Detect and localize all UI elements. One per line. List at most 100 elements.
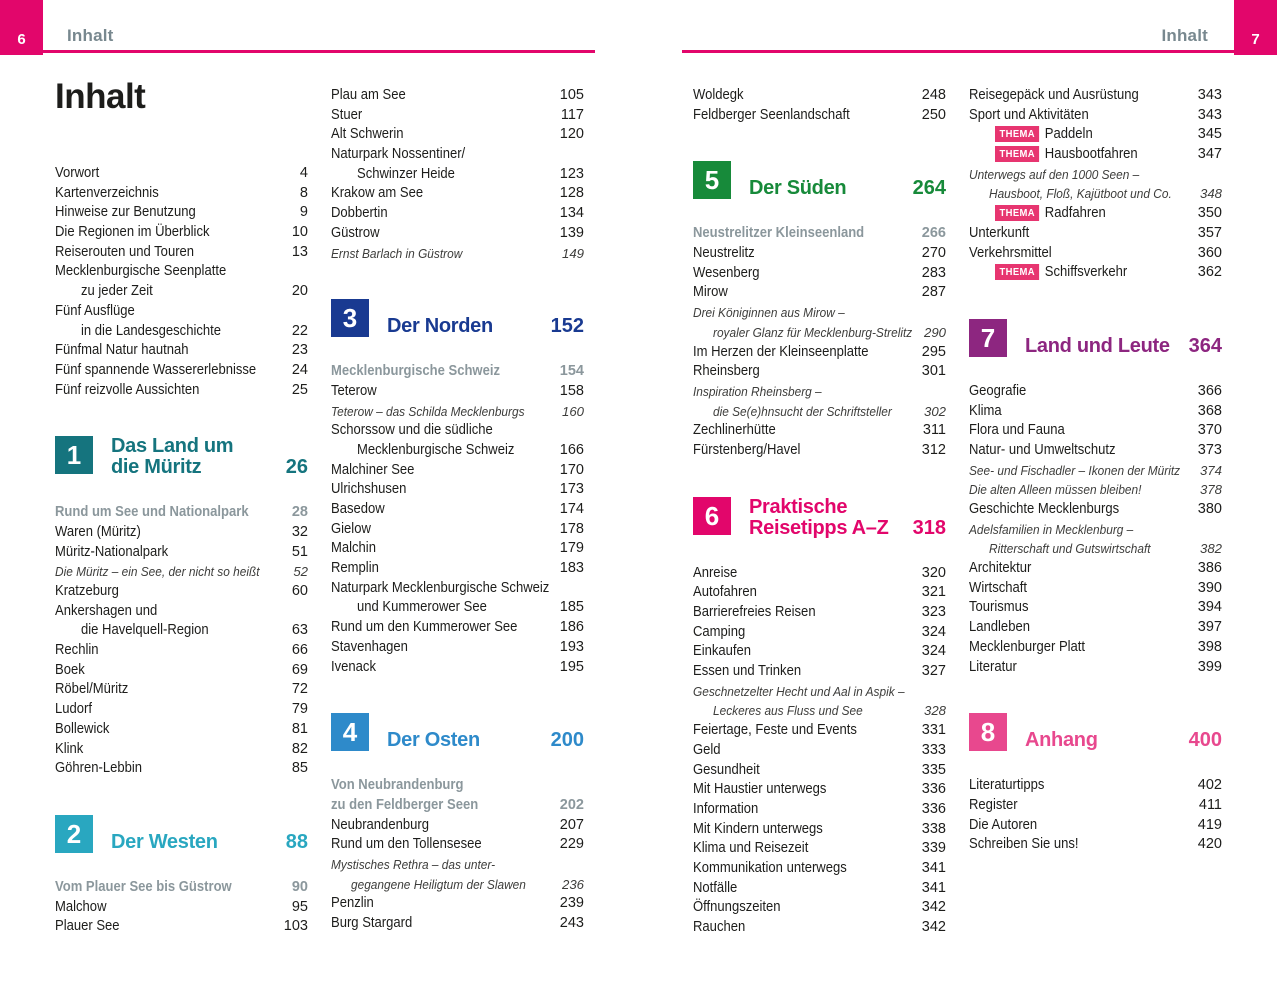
entry-label: Bollewick: [55, 720, 110, 737]
toc-column-4: Reisegepäck und Ausrüstung 343 Sport und A…: [969, 86, 1222, 855]
entry-label: Fünfmal Natur hautnah: [55, 342, 189, 359]
toc-entry: Waren (Müritz) 32: [55, 523, 308, 543]
toc-entry: Mirow 287: [693, 283, 946, 303]
entry-label: Remplin: [331, 560, 379, 577]
entry-label: Im Herzen der Kleinseenplatte: [693, 343, 869, 360]
entry-label: Göhren-Lebbin: [55, 760, 143, 777]
entry-label: Alt Schwerin: [331, 126, 404, 143]
toc-entry: Naturpark Nossentiner/: [331, 145, 584, 165]
entry-label: Teterow – das Schilda Mecklenburgs: [331, 403, 525, 419]
entry-page-number: 283: [921, 264, 946, 281]
entry-page-number: 229: [559, 836, 584, 853]
toc-entry: Mit Kindern unterwegs 338: [693, 820, 946, 840]
section-title: Der Westen: [111, 815, 218, 853]
entry-page-number: 295: [921, 343, 946, 360]
entry-label: Neustrelitz: [693, 245, 755, 262]
entry-label: Stuer: [331, 106, 363, 123]
entry-label: Literaturtipps: [969, 777, 1045, 794]
section-title-line: die Müritz: [111, 456, 202, 479]
entry-label: Rund um den Tollensesee: [331, 836, 482, 853]
entry-page-number: 193: [559, 638, 584, 655]
thema-badge: THEMA: [995, 264, 1040, 281]
toc-column-3: Woldegk 248 Feldberger Seenlandschaft 250 5 D…: [693, 86, 946, 938]
entry-label: Neustrelitzer Kleinseenland: [693, 225, 865, 242]
toc-entry: Rund um den Tollensesee 229: [331, 835, 584, 855]
entry-page-number: 302: [923, 403, 946, 419]
entry-label: Die Regionen im Überblick: [55, 224, 210, 241]
entry-page-number: 195: [559, 658, 584, 675]
entry-label: Inspiration Rheinsberg –: [693, 383, 822, 399]
entry-label: Feiertage, Feste und Events: [693, 722, 857, 739]
entry-page-number: 179: [559, 540, 584, 557]
entry-label: Notfälle: [693, 879, 738, 896]
entry-label: Ulrichshusen: [331, 481, 407, 498]
toc-entry: Ankershagen und: [55, 602, 308, 622]
toc-entry: Kratzeburg 60: [55, 582, 308, 602]
toc-entry: Mit Haustier unterwegs 336: [693, 780, 946, 800]
section-title-line: Das Land um: [111, 435, 234, 458]
entry-page-number: 339: [921, 840, 946, 857]
toc-entry: Barrierefreies Reisen 323: [693, 603, 946, 623]
toc-entry: Notfälle 341: [693, 879, 946, 899]
entry-label: Rund um See und Nationalpark: [55, 504, 249, 521]
section-title-line: Der Westen: [111, 830, 218, 853]
entry-label: Mecklenburgische Schweiz: [331, 363, 500, 380]
page-title: Inhalt: [55, 77, 146, 116]
entry-page-number: 398: [1197, 638, 1222, 655]
entry-label: Fünf reizvolle Aussichten: [55, 381, 200, 398]
entry-label: Dobbertin: [331, 205, 388, 222]
toc-entry: Rheinsberg 301: [693, 362, 946, 382]
toc-entry: Autofahren 321: [693, 583, 946, 603]
entry-page-number: 28: [291, 504, 308, 521]
toc-entry: Geografie 366: [969, 382, 1222, 402]
entry-label: Vom Plauer See bis Güstrow: [55, 878, 232, 895]
entry-page-number: 69: [291, 661, 308, 678]
entry-page-number: 186: [559, 619, 584, 636]
toc-entry: THEMA Paddeln 345: [969, 125, 1222, 145]
entry-label: Klima und Reisezeit: [693, 840, 809, 857]
entry-label: Gesundheit: [693, 761, 760, 778]
entry-page-number: 338: [921, 820, 946, 837]
entry-page-number: 120: [559, 126, 584, 143]
toc-entry: Verkehrsmittel 360: [969, 244, 1222, 264]
entry-label: Mecklenburger Platt: [969, 638, 1086, 655]
entry-label: Malchiner See: [331, 461, 415, 478]
section-page-number: 264: [912, 177, 946, 200]
entry-page-number: 8: [299, 184, 308, 201]
toc-entry: Landleben 397: [969, 618, 1222, 638]
entry-page-number: 419: [1197, 816, 1222, 833]
entry-label: Wirtschaft: [969, 579, 1028, 596]
entry-label: Woldegk: [693, 87, 744, 103]
entry-page-number: 248: [921, 87, 946, 103]
toc-entry: Mecklenburgische Schweiz 166: [331, 441, 584, 461]
toc-entry: Malchow 95: [55, 898, 308, 918]
page-number-box-left: 6: [0, 0, 43, 55]
section-page-number: 200: [550, 729, 584, 752]
entry-page-number: 331: [921, 722, 946, 739]
entry-group: Rund um See und Nationalpark 28 Waren (Mür…: [55, 503, 308, 779]
entry-page-number: 103: [283, 918, 308, 935]
toc-entry: Sport und Aktivitäten 343: [969, 106, 1222, 126]
entry-page-number: 368: [1197, 402, 1222, 419]
entry-label: Sport und Aktivitäten: [969, 106, 1089, 123]
thema-badge: THEMA: [995, 205, 1040, 222]
entry-page-number: 411: [1198, 796, 1222, 813]
toc-entry: Kartenverzeichnis 8: [55, 184, 308, 204]
entry-group: Literaturtipps 402 Register 411 Die Autoren 4…: [969, 776, 1222, 855]
entry-page-number: 394: [1197, 599, 1222, 616]
toc-entry: Die Autoren 419: [969, 816, 1222, 836]
toc-entry: Müritz-Nationalpark 51: [55, 543, 308, 563]
toc-entry: Schorssow und die südliche: [331, 421, 584, 441]
entry-label: Geschichte Mecklenburgs: [969, 501, 1120, 517]
toc-entry: Schreiben Sie uns! 420: [969, 835, 1222, 855]
toc-entry: Mystisches Rethra – das unter-: [331, 855, 584, 875]
toc-entry: Röbel/Müritz 72: [55, 680, 308, 700]
entry-page-number: 32: [291, 523, 308, 540]
entry-label: Schwinzer Heide: [357, 165, 455, 182]
entry-page-number: 290: [923, 324, 946, 340]
entry-label: Kratzeburg: [55, 583, 119, 599]
section-page-number: 400: [1188, 729, 1222, 752]
toc-entry: Geschichte Mecklenburgs 380: [969, 500, 1222, 520]
entry-label: See- und Fischadler – Ikonen der Müritz: [969, 462, 1181, 478]
entry-page-number: 402: [1197, 777, 1222, 794]
